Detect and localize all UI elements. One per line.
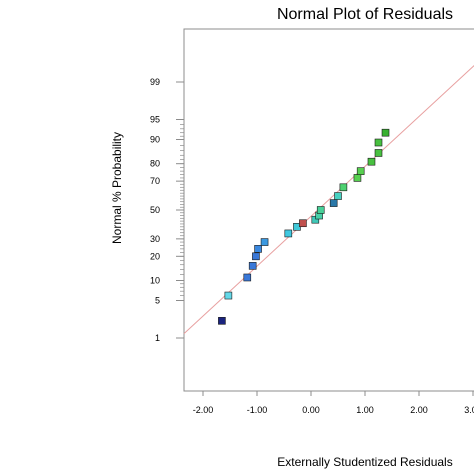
x-tick-label: 1.00 <box>356 405 374 415</box>
y-tick-label: 50 <box>150 205 160 215</box>
data-point <box>248 262 257 270</box>
y-axis-ticks: 1 5 10 20 30 50 70 80 90 95 99 <box>150 77 184 343</box>
x-tick-label: 2.00 <box>410 405 428 415</box>
data-point <box>252 252 260 261</box>
y-tick-label: 30 <box>150 234 160 244</box>
data-point <box>339 183 348 192</box>
plot-frame <box>183 28 474 392</box>
data-points <box>218 128 390 325</box>
y-tick-label: 70 <box>150 176 160 186</box>
data-point <box>356 167 365 175</box>
y-tick-label: 5 <box>155 296 160 306</box>
x-axis-ticks: -2.00 -1.00 0.00 1.00 2.00 3.00 <box>193 391 474 415</box>
y-tick-label: 1 <box>155 333 160 343</box>
data-point <box>353 174 362 182</box>
y-tick-label: 95 <box>150 114 160 124</box>
y-tick-label: 20 <box>150 251 160 261</box>
y-tick-label: 90 <box>150 134 160 144</box>
data-point <box>260 238 269 246</box>
data-point <box>316 206 325 214</box>
data-point <box>218 317 226 325</box>
data-point <box>299 219 307 228</box>
x-tick-label: -2.00 <box>193 405 214 415</box>
data-point <box>367 157 376 166</box>
y-tick-label: 10 <box>150 276 160 286</box>
data-point <box>243 273 252 282</box>
x-tick-label: 0.00 <box>302 405 320 415</box>
data-point <box>334 192 342 200</box>
x-axis-label: Externally Studentized Residuals <box>277 455 452 469</box>
data-point <box>329 199 338 207</box>
reference-line <box>183 65 474 334</box>
data-point <box>381 128 390 137</box>
x-tick-label: -1.00 <box>247 405 268 415</box>
y-tick-label: 80 <box>150 159 160 169</box>
y-axis-label: Normal % Probability <box>110 132 124 244</box>
chart-title: Normal Plot of Residuals <box>277 6 453 23</box>
data-point <box>374 149 383 157</box>
data-point <box>254 245 262 253</box>
y-tick-label: 99 <box>150 77 160 87</box>
x-tick-label: 3.00 <box>464 405 474 415</box>
data-point <box>284 229 293 238</box>
data-point <box>374 138 383 147</box>
data-point <box>224 291 233 300</box>
reference-line-group <box>183 65 474 334</box>
